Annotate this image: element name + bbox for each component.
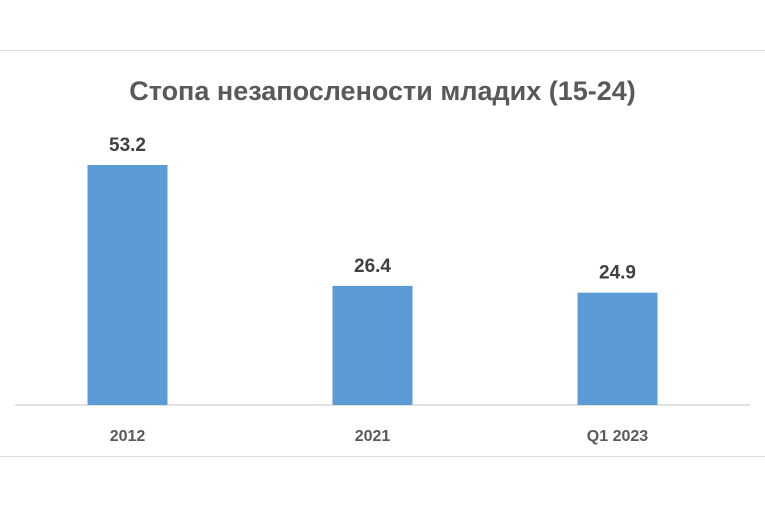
chart-title: Стопа незапослености младих (15-24)	[129, 76, 636, 106]
bar-2	[332, 285, 413, 405]
x-tick-label-3: Q1 2023	[587, 428, 648, 445]
x-tick-label-1: 2012	[110, 428, 146, 445]
data-label-2: 26.4	[354, 256, 391, 277]
x-tick-label-2: 2021	[355, 428, 391, 445]
bottom-border-line	[0, 456, 765, 457]
bar-1	[87, 165, 168, 405]
data-label-3: 24.9	[599, 263, 636, 284]
bar-3	[577, 292, 658, 405]
top-border-line	[0, 50, 765, 51]
data-label-1: 53.2	[109, 135, 146, 156]
